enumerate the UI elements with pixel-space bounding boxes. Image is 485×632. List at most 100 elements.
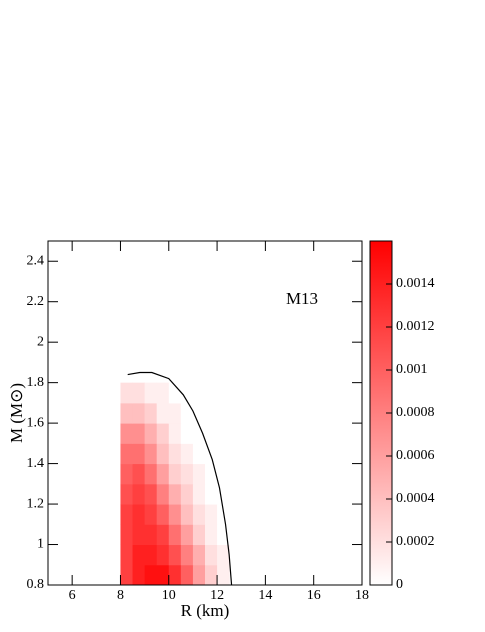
- heat-cell: [192, 402, 206, 424]
- heat-cell: [120, 564, 134, 586]
- heat-cell: [120, 544, 134, 566]
- heat-cell: [205, 524, 218, 546]
- heat-cell: [168, 524, 182, 546]
- heat-cell: [180, 524, 194, 546]
- colorbar-tick-label: 0.0006: [396, 448, 435, 463]
- heat-cell: [120, 504, 134, 525]
- x-tick-label: 8: [117, 588, 124, 603]
- heat-cell: [205, 423, 218, 444]
- heat-cell: [180, 423, 194, 444]
- x-tick-label: 10: [162, 588, 176, 603]
- heat-cell: [144, 504, 158, 525]
- plot-frame: [47, 240, 363, 586]
- heat-cell: [180, 443, 194, 465]
- colorbar-tick-label: 0.0012: [396, 319, 435, 334]
- heat-cell: [144, 463, 158, 485]
- heat-cell: [144, 382, 158, 404]
- heat-cell: [120, 382, 134, 404]
- heat-cell: [168, 544, 182, 566]
- heat-cell: [132, 382, 146, 404]
- heat-cell: [156, 483, 170, 505]
- heat-cell: [180, 483, 194, 505]
- heat-cell: [144, 423, 158, 444]
- heat-cell: [168, 443, 182, 465]
- heat-cell: [205, 544, 218, 566]
- heat-cell: [217, 463, 230, 485]
- heat-cell: [120, 463, 134, 485]
- heat-cell: [205, 483, 218, 505]
- heat-cell: [168, 382, 182, 404]
- y-tick-label: 0.8: [27, 577, 45, 592]
- heat-cell: [120, 483, 134, 505]
- heat-cell: [132, 443, 146, 465]
- heat-cell: [144, 443, 158, 465]
- heat-cell: [120, 423, 134, 444]
- x-tick-label: 16: [307, 588, 321, 603]
- heat-cell: [192, 564, 206, 586]
- heat-cell: [168, 483, 182, 505]
- heat-cell: [168, 564, 182, 586]
- x-tick-label: 14: [258, 588, 272, 603]
- heat-cell: [180, 564, 194, 586]
- heat-cell: [156, 504, 170, 525]
- heat-cell: [180, 504, 194, 525]
- heat-cell: [180, 402, 194, 424]
- x-tick-label: 6: [69, 588, 76, 603]
- heat-cell: [205, 402, 218, 424]
- heat-cell: [156, 463, 170, 485]
- heat-cell: [217, 544, 230, 566]
- heat-cell: [132, 423, 146, 444]
- colorbar-tick-label: 0.0008: [396, 405, 435, 420]
- heat-cell: [205, 504, 218, 525]
- y-tick-label: 1.8: [27, 375, 45, 390]
- heat-cell: [120, 402, 134, 424]
- colorbar-tick-label: 0.0002: [396, 534, 435, 549]
- heat-cell: [217, 564, 230, 586]
- heat-cell: [156, 402, 170, 424]
- heat-cell: [192, 483, 206, 505]
- heat-cell: [132, 504, 146, 525]
- heat-cell: [132, 524, 146, 546]
- heat-cell: [168, 504, 182, 525]
- x-tick-label: 12: [210, 588, 224, 603]
- heat-cell: [144, 564, 158, 586]
- colorbar-tick-label: 0.001: [396, 362, 428, 377]
- heat-cell: [156, 423, 170, 444]
- heat-cell: [156, 382, 170, 404]
- contour-line: [127, 371, 233, 586]
- plot-marks: [120, 371, 233, 586]
- y-tick-label: 2.4: [27, 253, 45, 268]
- colorbar-tick-label: 0.0004: [396, 491, 435, 506]
- colorbar-tick-label: 0.0014: [396, 276, 435, 291]
- heat-cell: [205, 564, 218, 586]
- heat-cell: [132, 564, 146, 586]
- heat-cell: [217, 402, 230, 424]
- heat-cell: [217, 443, 230, 465]
- y-tick-label: 1.2: [27, 496, 45, 511]
- heat-cell: [144, 402, 158, 424]
- heat-cell: [180, 463, 194, 485]
- heat-cell: [192, 544, 206, 566]
- heat-cell: [192, 504, 206, 525]
- y-axis-label: M (M⊙): [7, 383, 26, 443]
- heat-cell: [132, 402, 146, 424]
- heat-cell: [156, 564, 170, 586]
- heat-cell: [192, 382, 206, 404]
- y-tick-label: 1.6: [27, 415, 45, 430]
- heat-cell: [205, 382, 218, 404]
- heat-cell: [192, 423, 206, 444]
- heat-cell: [156, 524, 170, 546]
- y-tick-label: 1: [37, 537, 44, 552]
- heat-cell: [192, 463, 206, 485]
- heat-cell: [120, 524, 134, 546]
- y-tick-label: 2: [37, 334, 44, 349]
- heat-cell: [144, 524, 158, 546]
- heat-cell: [168, 423, 182, 444]
- heat-cell: [217, 382, 230, 404]
- heat-cell: [192, 443, 206, 465]
- x-axis-label: R (km): [181, 601, 230, 620]
- heat-cell: [156, 544, 170, 566]
- heat-cell: [168, 463, 182, 485]
- heat-cell: [180, 544, 194, 566]
